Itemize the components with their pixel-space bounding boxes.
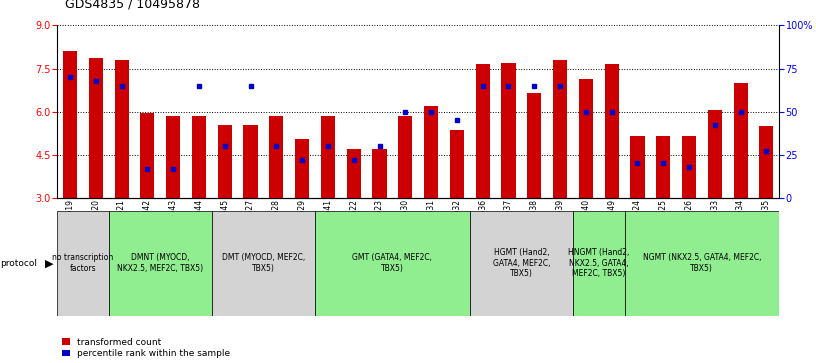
- Bar: [760, 126, 774, 198]
- Bar: [682, 136, 696, 198]
- Text: DMNT (MYOCD,
NKX2.5, MEF2C, TBX5): DMNT (MYOCD, NKX2.5, MEF2C, TBX5): [118, 253, 203, 273]
- Bar: [501, 63, 516, 198]
- Bar: [579, 78, 593, 198]
- Bar: [321, 116, 335, 198]
- Text: NGMT (NKX2.5, GATA4, MEF2C,
TBX5): NGMT (NKX2.5, GATA4, MEF2C, TBX5): [643, 253, 761, 273]
- Bar: [476, 64, 490, 198]
- Bar: [315, 211, 470, 316]
- Text: GDS4835 / 10495878: GDS4835 / 10495878: [65, 0, 200, 11]
- Text: GMT (GATA4, MEF2C,
TBX5): GMT (GATA4, MEF2C, TBX5): [353, 253, 432, 273]
- Text: ▶: ▶: [45, 258, 53, 268]
- Bar: [109, 211, 212, 316]
- Bar: [89, 58, 103, 198]
- Bar: [372, 149, 387, 198]
- Bar: [57, 211, 109, 316]
- Bar: [605, 64, 619, 198]
- Text: DMT (MYOCD, MEF2C,
TBX5): DMT (MYOCD, MEF2C, TBX5): [222, 253, 305, 273]
- Bar: [114, 60, 129, 198]
- Bar: [218, 125, 232, 198]
- Text: protocol: protocol: [0, 259, 37, 268]
- Bar: [295, 139, 309, 198]
- Bar: [734, 83, 747, 198]
- Bar: [243, 125, 258, 198]
- Bar: [630, 136, 645, 198]
- Bar: [192, 116, 206, 198]
- Legend: transformed count, percentile rank within the sample: transformed count, percentile rank withi…: [62, 338, 230, 359]
- Bar: [553, 60, 567, 198]
- Bar: [140, 113, 154, 198]
- Bar: [212, 211, 315, 316]
- Bar: [166, 116, 180, 198]
- Bar: [656, 136, 670, 198]
- Bar: [573, 211, 624, 316]
- Bar: [398, 116, 412, 198]
- Text: HGMT (Hand2,
GATA4, MEF2C,
TBX5): HGMT (Hand2, GATA4, MEF2C, TBX5): [493, 248, 550, 278]
- Text: HNGMT (Hand2,
NKX2.5, GATA4,
MEF2C, TBX5): HNGMT (Hand2, NKX2.5, GATA4, MEF2C, TBX5…: [568, 248, 629, 278]
- Bar: [424, 106, 438, 198]
- Bar: [527, 93, 541, 198]
- Bar: [470, 211, 573, 316]
- Bar: [269, 116, 283, 198]
- Bar: [707, 110, 722, 198]
- Bar: [347, 149, 361, 198]
- Text: no transcription
factors: no transcription factors: [52, 253, 113, 273]
- Bar: [450, 130, 464, 198]
- Bar: [63, 51, 77, 198]
- Bar: [624, 211, 779, 316]
